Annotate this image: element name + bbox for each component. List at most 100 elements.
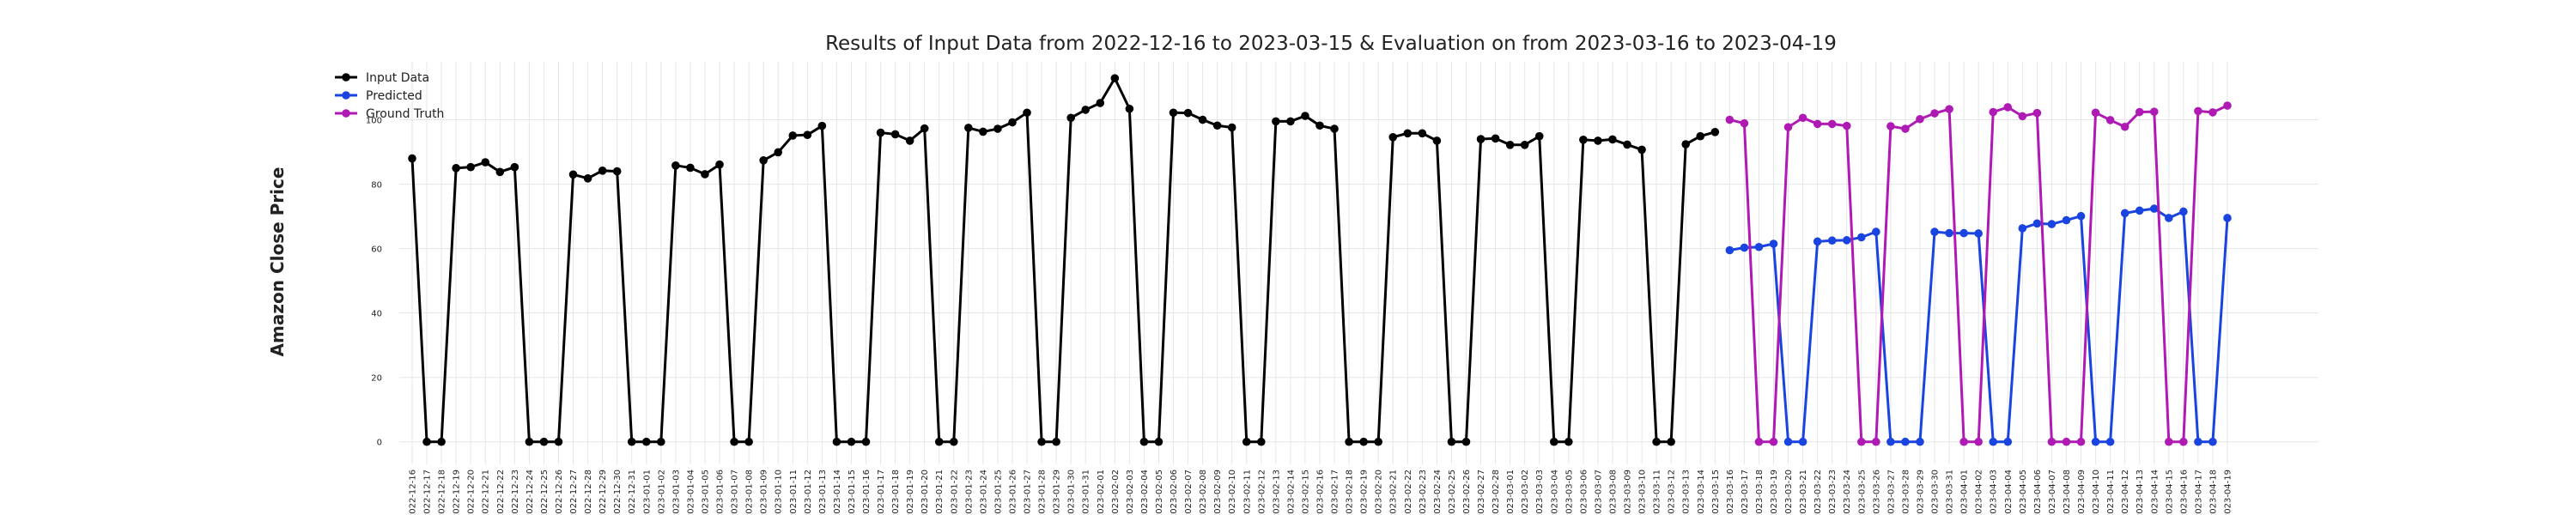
data-point	[1315, 121, 1324, 130]
data-point	[1461, 437, 1471, 446]
data-point	[1974, 437, 1983, 446]
data-point	[1476, 135, 1485, 143]
data-point	[1110, 74, 1120, 82]
x-tick-label: 2022-12-28	[584, 470, 593, 515]
x-tick-label: 2023-03-14	[1697, 470, 1706, 515]
data-point	[964, 124, 973, 132]
data-point	[2165, 437, 2173, 446]
x-tick-label: 2023-02-06	[1170, 470, 1179, 515]
y-axis-label: Amazon Close Price	[267, 167, 288, 357]
data-point	[2032, 108, 2042, 118]
x-tick-label: 2023-01-04	[686, 470, 696, 515]
data-point	[803, 130, 812, 139]
x-tick-label: 2023-02-28	[1492, 470, 1501, 515]
data-point	[1959, 228, 1968, 238]
x-tick-label: 2023-03-12	[1668, 470, 1677, 515]
x-tick-label: 2023-01-13	[818, 470, 828, 515]
x-tick-label: 2022-12-23	[511, 470, 520, 515]
data-point	[934, 437, 944, 446]
data-point	[1212, 121, 1222, 130]
data-point	[1008, 118, 1017, 127]
x-tick-label: 2023-01-25	[993, 470, 1003, 515]
y-tick-label: 40	[371, 310, 382, 319]
data-point	[1842, 121, 1851, 130]
data-point	[1242, 437, 1251, 446]
data-point	[1769, 239, 1778, 248]
data-point	[1534, 131, 1544, 141]
data-point	[1432, 136, 1442, 145]
data-point	[2018, 112, 2027, 121]
data-point	[1623, 140, 1631, 149]
x-tick-label: 2023-02-12	[1257, 470, 1267, 515]
data-point	[1856, 437, 1866, 446]
x-tick-label: 2022-12-25	[540, 470, 550, 515]
data-point	[905, 136, 914, 145]
legend-marker	[342, 109, 350, 118]
data-point	[1579, 135, 1588, 144]
data-point	[1154, 437, 1163, 446]
data-point	[2062, 437, 2071, 446]
x-tick-label: 2023-02-15	[1301, 470, 1310, 515]
data-point	[2105, 437, 2115, 446]
x-tick-label: 2023-02-24	[1433, 470, 1443, 515]
x-tick-label: 2023-04-14	[2150, 470, 2160, 515]
data-point	[1491, 134, 1500, 143]
data-point	[1989, 107, 1998, 117]
x-tick-label: 2023-04-15	[2165, 470, 2174, 515]
data-point	[525, 437, 534, 446]
data-point	[1916, 437, 1924, 446]
data-point	[1901, 124, 1910, 133]
x-tick-label: 2023-01-18	[891, 470, 901, 515]
x-tick-label: 2023-03-01	[1506, 470, 1516, 515]
data-point	[1139, 437, 1149, 446]
x-tick-label: 2023-01-24	[979, 470, 988, 515]
data-point	[1783, 437, 1793, 446]
data-point	[876, 128, 885, 137]
data-point	[1388, 132, 1398, 142]
x-tick-label: 2023-02-21	[1389, 470, 1399, 515]
data-point	[1681, 140, 1691, 148]
data-point	[1725, 245, 1735, 255]
data-point	[861, 437, 871, 446]
data-point	[701, 170, 709, 179]
data-point	[1564, 437, 1573, 446]
data-point	[2047, 437, 2057, 446]
x-tick-label: 2023-03-13	[1682, 470, 1692, 515]
x-tick-label: 2022-12-21	[482, 470, 491, 515]
data-point	[1872, 437, 1880, 446]
data-point	[1930, 227, 1939, 236]
x-tick-label: 2023-01-01	[642, 470, 652, 515]
x-tick-label: 2023-01-05	[701, 470, 710, 515]
x-tick-label: 2023-04-17	[2194, 470, 2203, 515]
data-point	[2179, 207, 2188, 216]
y-tick-label: 60	[371, 245, 382, 255]
data-point	[2091, 108, 2100, 118]
x-tick-label: 2022-12-24	[526, 470, 535, 515]
data-point	[1549, 437, 1558, 446]
data-point	[1769, 437, 1778, 446]
x-tick-label: 2023-03-24	[1843, 470, 1852, 515]
x-tick-label: 2023-04-07	[2048, 470, 2057, 515]
x-tick-label: 2023-03-26	[1872, 470, 1881, 515]
x-tick-label: 2023-03-04	[1550, 470, 1559, 515]
x-tick-label: 2023-02-17	[1331, 470, 1340, 515]
x-tick-label: 2023-01-20	[920, 470, 930, 515]
x-tick-label: 2023-03-10	[1638, 470, 1648, 515]
data-point	[2149, 204, 2159, 213]
data-point	[1125, 104, 1134, 113]
y-tick-label: 80	[371, 181, 382, 191]
data-point	[1066, 113, 1075, 123]
data-point	[1037, 437, 1046, 446]
x-tick-label: 2023-04-12	[2121, 470, 2130, 515]
x-tick-label: 2023-03-06	[1579, 470, 1589, 515]
x-tick-label: 2023-04-08	[2063, 470, 2072, 515]
x-tick-label: 2023-04-10	[2092, 470, 2101, 515]
x-tick-label: 2023-02-20	[1375, 470, 1384, 515]
x-tick-label: 2023-02-07	[1184, 470, 1194, 515]
x-tick-label: 2023-02-14	[1286, 470, 1296, 515]
data-point	[1813, 237, 1822, 246]
x-tick-label: 2023-03-19	[1770, 470, 1779, 515]
x-tick-label: 2023-01-08	[745, 470, 755, 515]
data-point	[1227, 123, 1236, 132]
y-tick-label: 20	[371, 374, 382, 384]
